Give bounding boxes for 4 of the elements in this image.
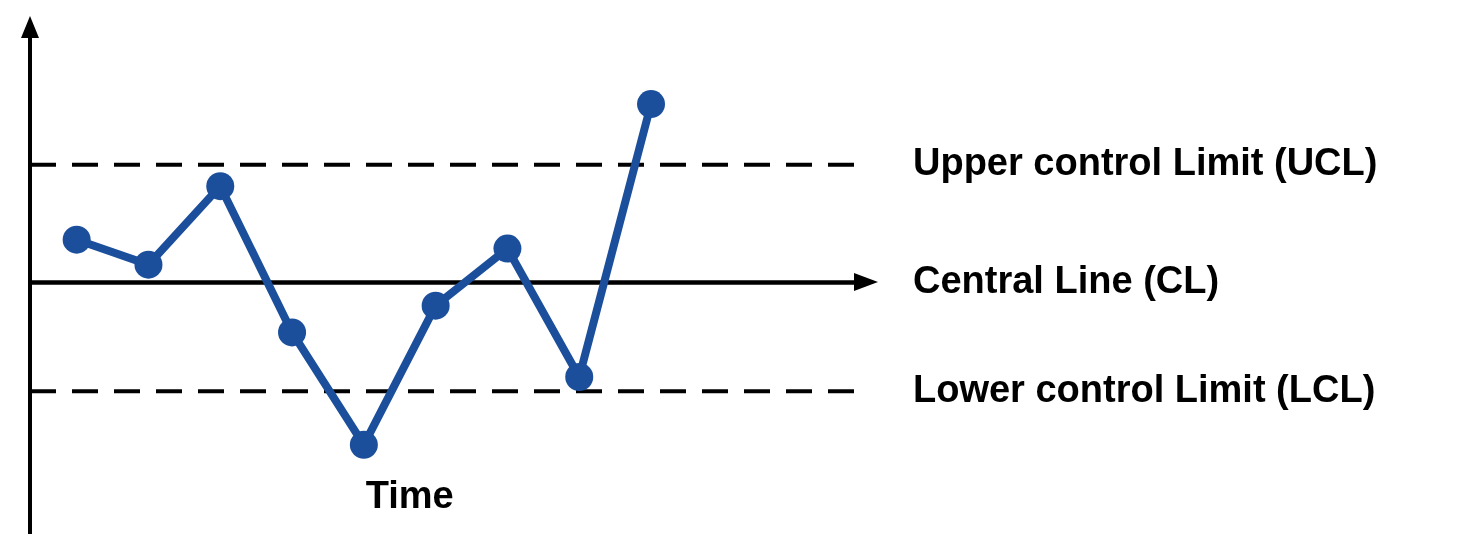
ref-line-label: Central Line (CL) bbox=[913, 258, 1220, 301]
ref-line-label: Lower control Limit (LCL) bbox=[913, 367, 1376, 410]
x-axis-title: Time bbox=[365, 474, 454, 517]
ref-line-label: Upper control Limit (UCL) bbox=[913, 141, 1378, 184]
